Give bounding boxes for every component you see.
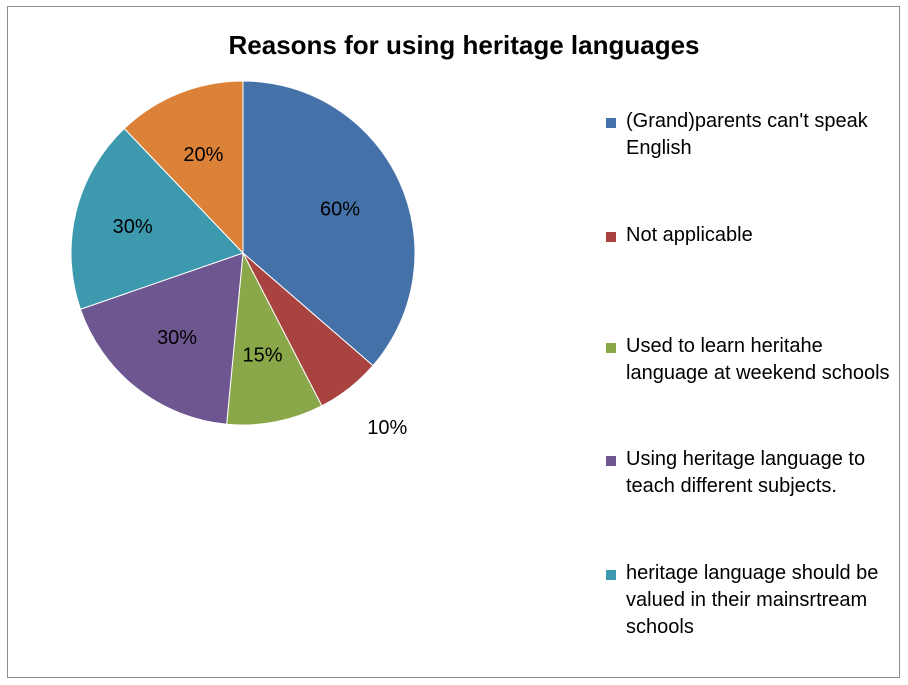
legend-label: Used to learn heritahe language at weeke… bbox=[626, 335, 890, 384]
legend-label: heritage language should be valued in th… bbox=[626, 562, 879, 638]
slice-label-5: 30% bbox=[113, 216, 153, 238]
legend-swatch bbox=[606, 456, 616, 466]
slice-label-4: 30% bbox=[157, 327, 197, 349]
legend-label: Using heritage language to teach differe… bbox=[626, 448, 866, 497]
pie-slice-5 bbox=[70, 127, 244, 310]
slice-label-1: 60% bbox=[320, 199, 360, 221]
legend-swatch bbox=[606, 343, 616, 353]
slice-label-2: 10% bbox=[367, 417, 407, 439]
pie-slice-3 bbox=[226, 251, 323, 426]
pie-slice-1 bbox=[242, 80, 416, 367]
chart-title: Reasons for using heritage languages bbox=[228, 30, 700, 60]
legend-swatch bbox=[606, 570, 616, 580]
legend-swatch bbox=[606, 232, 616, 242]
legend-label: Not applicable bbox=[626, 224, 753, 246]
slice-label-6: 20% bbox=[183, 144, 223, 166]
legend-label: (Grand)parents can't speak English bbox=[626, 110, 868, 159]
slice-label-3: 15% bbox=[243, 344, 283, 366]
pie-slice-4 bbox=[79, 252, 244, 425]
pie-slice-6 bbox=[123, 80, 244, 255]
legend-swatch bbox=[606, 118, 616, 128]
